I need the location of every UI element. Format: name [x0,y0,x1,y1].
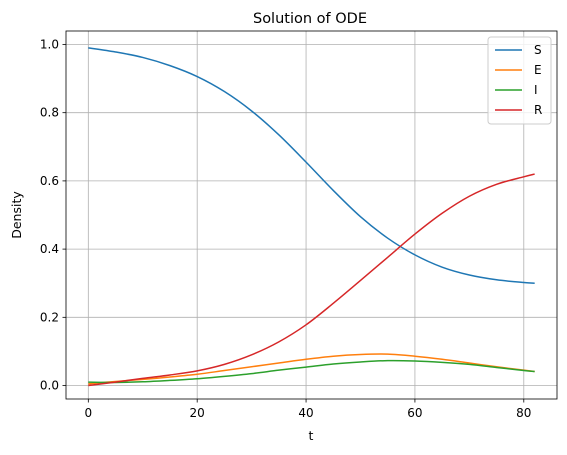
x-tick-label: 60 [407,406,422,420]
y-axis-ticks: 0.0 0.2 0.4 0.6 0.8 1.0 [40,37,66,393]
x-tick-label: 20 [190,406,205,420]
plot-frame [65,30,558,400]
legend-label-e: E [534,63,542,77]
legend-label-s: S [534,43,542,57]
series-line-e [88,353,535,385]
series-line-i [88,359,535,384]
y-tick-label: 0.0 [40,379,59,393]
series-line-s [88,47,535,284]
y-tick-label: 0.4 [40,242,59,256]
legend-label-i: I [534,83,538,97]
legend-box [487,36,552,125]
grid [66,31,557,399]
y-tick-label: 0.6 [40,174,59,188]
x-tick-label: 40 [298,406,313,420]
x-axis-ticks: 0 20 40 60 80 [84,399,531,420]
y-tick-label: 1.0 [40,37,59,51]
y-tick-label: 0.2 [40,310,59,324]
series-line-r [88,173,535,387]
y-tick-label: 0.8 [40,106,59,120]
x-axis-label: t [309,428,314,443]
x-tick-label: 80 [516,406,531,420]
chart-title: Solution of ODE [253,11,367,27]
series-lines [88,47,535,387]
x-tick-label: 0 [84,406,92,420]
legend-label-r: R [534,103,542,117]
y-axis-label: Density [9,191,24,239]
